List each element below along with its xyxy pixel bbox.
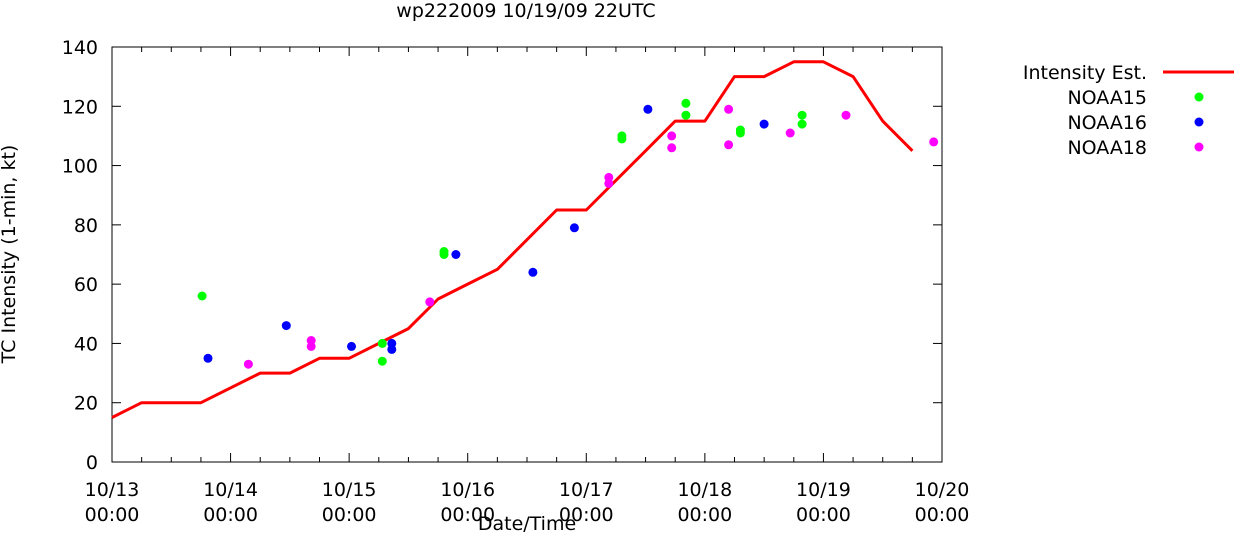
data-point-noaa18 xyxy=(841,110,851,120)
y-tick-label: 80 xyxy=(74,215,98,237)
data-point-noaa18 xyxy=(306,341,316,351)
data-point-noaa18 xyxy=(604,178,614,188)
y-tick-label: 100 xyxy=(62,156,98,178)
x-tick-label: 10/19 xyxy=(796,479,851,501)
series-layer xyxy=(111,60,939,419)
x-tick-label: 10/14 xyxy=(203,479,258,501)
data-point-noaa15 xyxy=(797,119,807,129)
x-tick-label: 10/20 xyxy=(915,479,970,501)
data-point-noaa16 xyxy=(387,344,397,354)
data-point-noaa15 xyxy=(197,291,207,301)
legend-label: NOAA16 xyxy=(1067,112,1147,134)
data-point-noaa18 xyxy=(667,143,677,153)
data-point-noaa15 xyxy=(377,338,387,348)
data-point-noaa16 xyxy=(203,353,213,363)
legend-label: NOAA18 xyxy=(1067,137,1147,159)
x-tick-label-time: 00:00 xyxy=(677,504,732,526)
data-point-noaa18 xyxy=(929,137,939,147)
data-point-noaa18 xyxy=(243,359,253,369)
data-point-noaa15 xyxy=(617,134,627,144)
x-tick-label-time: 00:00 xyxy=(203,504,258,526)
legend-swatch-marker xyxy=(1194,92,1204,102)
y-tick-label: 60 xyxy=(74,274,98,296)
data-point-noaa16 xyxy=(281,321,291,331)
y-tick-label: 140 xyxy=(62,37,98,59)
data-point-noaa18 xyxy=(724,140,734,150)
y-tick-label: 0 xyxy=(86,452,98,474)
x-tick-label: 10/17 xyxy=(559,479,614,501)
legend-swatch-marker xyxy=(1194,117,1204,127)
data-point-noaa16 xyxy=(569,223,579,233)
data-point-noaa15 xyxy=(439,250,449,259)
legend-swatch-marker xyxy=(1194,142,1204,152)
x-tick-label-time: 00:00 xyxy=(796,504,851,526)
x-tick-label: 10/16 xyxy=(440,479,495,501)
y-tick-label: 40 xyxy=(74,333,98,355)
series-line-intensity-est xyxy=(111,60,914,419)
x-tick-label-time: 00:00 xyxy=(915,504,970,526)
data-point-noaa16 xyxy=(347,341,356,351)
data-point-noaa16 xyxy=(643,104,653,114)
x-tick-label-time: 00:00 xyxy=(440,504,495,526)
x-axis: 10/13 00:00 10/14 00:00 10/15 00:00 10/16 00:00… xyxy=(85,47,970,526)
data-point-noaa18 xyxy=(785,128,795,138)
y-tick-label: 20 xyxy=(74,393,98,415)
x-tick-label: 10/18 xyxy=(677,479,732,501)
data-point-noaa15 xyxy=(681,110,691,120)
data-point-noaa15 xyxy=(681,98,691,108)
data-point-noaa15 xyxy=(735,128,745,138)
y-axis: 0 20 40 60 80 100 120 140 xyxy=(62,37,942,474)
y-axis-label: TC Intensity (1-min, kt) xyxy=(0,145,20,365)
x-axis-label: Date/Time xyxy=(478,513,576,533)
data-point-noaa16 xyxy=(528,267,538,277)
data-point-noaa18 xyxy=(724,104,734,114)
legend-label: NOAA15 xyxy=(1067,87,1147,109)
x-tick-label: 10/13 xyxy=(85,479,140,501)
x-tick-label: 10/15 xyxy=(322,479,377,501)
legend: Intensity Est. NOAA15 NOAA16 NOAA18 xyxy=(1023,62,1234,159)
data-point-noaa16 xyxy=(451,250,461,259)
x-tick-label-time: 00:00 xyxy=(559,504,614,526)
data-point-noaa15 xyxy=(377,356,387,366)
data-point-noaa15 xyxy=(797,110,807,120)
data-point-noaa16 xyxy=(759,119,769,129)
y-tick-label: 120 xyxy=(62,96,98,118)
x-tick-label-time: 00:00 xyxy=(322,504,377,526)
data-point-noaa18 xyxy=(425,297,435,307)
chart-title: wp222009 10/19/09 22UTC xyxy=(396,0,655,22)
plot-frame xyxy=(111,46,943,463)
x-tick-label-time: 00:00 xyxy=(85,504,140,526)
data-point-noaa18 xyxy=(667,131,677,141)
legend-label: Intensity Est. xyxy=(1023,62,1147,84)
